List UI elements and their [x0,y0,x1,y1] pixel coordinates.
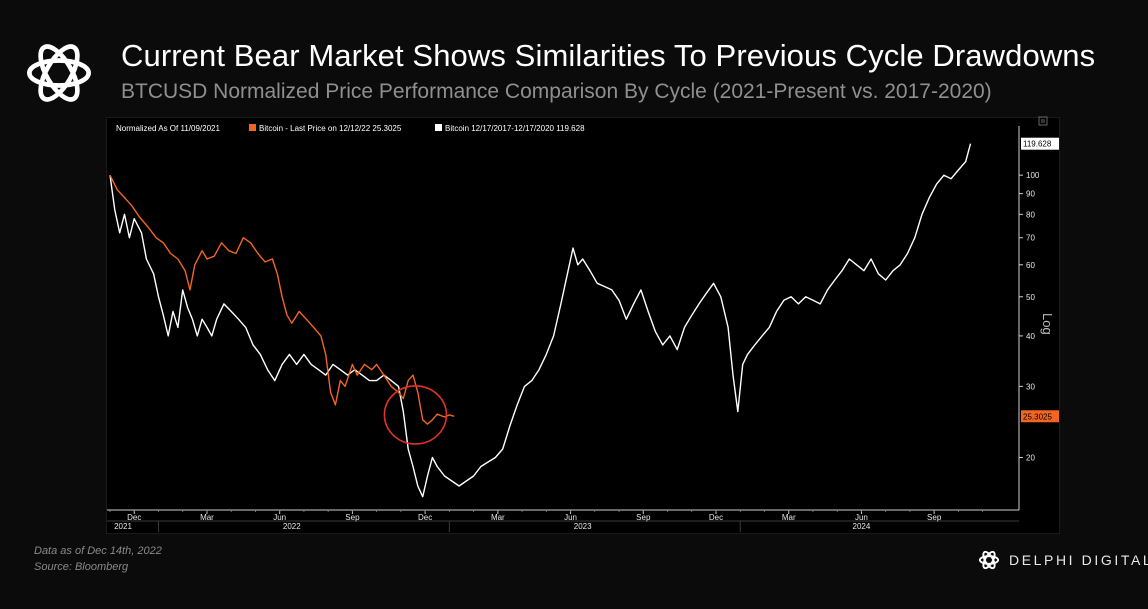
x-tick-label: Sep [636,513,651,522]
x-tick-label: Mar [491,513,505,522]
y-tick-label: 30 [1026,382,1035,391]
x-tick-label: Dec [127,513,141,522]
legend-item-current: Bitcoin - Last Price on 12/12/22 25.3025 [259,124,402,133]
last-value-badge-previous: 119.628 [1021,137,1059,150]
y-axis-label: Log [1040,313,1055,335]
x-axis: Dec Mar Jun Sep Dec Mar Jun Sep Dec Mar Jun Sep 2021… [107,509,1019,532]
last-value-label: 25.3025 [1023,412,1052,421]
x-tick-label: Jun [273,513,286,522]
page-title: Current Bear Market Shows Similarities T… [121,38,1096,73]
line-chart: Normalized As Of 11/09/2021 Bitcoin - La… [107,124,1059,532]
series-line-current-cycle [109,174,455,425]
annotation-circle [383,385,448,445]
page-subtitle: BTCUSD Normalized Price Performance Comp… [121,80,992,103]
y-tick-label: 40 [1026,332,1035,341]
y-tick-label: 90 [1026,190,1035,199]
chart-legend: Normalized As Of 11/09/2021 Bitcoin - La… [116,124,585,133]
delphi-knot-icon [978,550,1000,570]
brand-mark: DELPHI DIGITAL [977,548,1148,572]
chart-export-icon[interactable] [1038,116,1048,126]
legend-swatch-previous [435,124,442,131]
x-year-label: 2022 [283,522,301,531]
y-tick-label: 100 [1026,171,1040,180]
x-tick-label: Mar [782,513,796,522]
x-tick-label: Sep [345,513,360,522]
y-tick-label: 70 [1026,234,1035,243]
y-axis: 20 30 40 50 60 70 80 90 100 119.628 25.3025 [1018,126,1059,510]
last-value-label: 119.628 [1023,140,1052,149]
y-tick-label: 50 [1026,293,1035,302]
data-date-note: Data as of Dec 14th, 2022 [34,545,162,557]
source-note: Source: Bloomberg [34,561,129,573]
legend-header: Normalized As Of 11/09/2021 [116,124,220,133]
legend-swatch-current [249,124,256,131]
y-tick-label: 80 [1026,210,1035,219]
x-year-label: 2024 [853,522,871,531]
x-year-label: 2021 [114,522,132,531]
x-tick-label: Dec [418,513,432,522]
y-tick-label: 20 [1026,454,1035,463]
x-year-label: 2023 [574,522,592,531]
series-line-previous-cycle [109,143,972,498]
x-tick-label: Jun [855,513,868,522]
delphi-logo-icon [27,44,91,102]
x-tick-label: Jun [564,513,577,522]
x-tick-label: Dec [709,513,723,522]
x-tick-label: Mar [200,513,214,522]
legend-item-previous: Bitcoin 12/17/2017-12/17/2020 119.628 [445,124,585,133]
brand-name: DELPHI DIGITAL [1009,552,1148,568]
y-tick-label: 60 [1026,261,1035,270]
last-value-badge-current: 25.3025 [1021,410,1059,423]
chart-panel: Normalized As Of 11/09/2021 Bitcoin - La… [106,117,1060,534]
x-tick-label: Sep [927,513,942,522]
